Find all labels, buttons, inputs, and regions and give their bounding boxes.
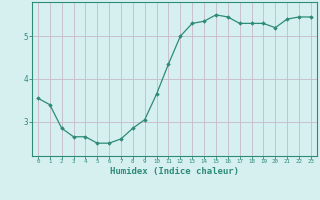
X-axis label: Humidex (Indice chaleur): Humidex (Indice chaleur) [110, 167, 239, 176]
